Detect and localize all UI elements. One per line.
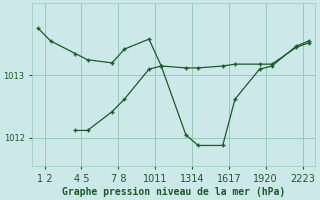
- X-axis label: Graphe pression niveau de la mer (hPa): Graphe pression niveau de la mer (hPa): [62, 186, 285, 197]
